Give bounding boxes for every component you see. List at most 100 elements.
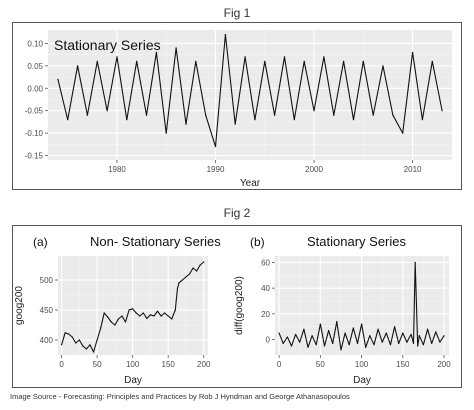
panel2-data-point <box>132 308 134 310</box>
panel1-y-tick-label: 0.00 <box>27 84 43 93</box>
panel2-data-point <box>167 315 169 317</box>
panel3-data-point <box>282 342 284 345</box>
panel1-data-point <box>441 110 443 112</box>
panel2-data-point <box>199 264 201 266</box>
panel1-data-point <box>402 132 404 134</box>
panel1-data-point <box>293 119 295 121</box>
panel3-data-point <box>373 344 375 346</box>
panel3-y-tick-label: 0 <box>266 336 271 345</box>
image-source-note: Image Source - Forecasting: Principles a… <box>10 392 350 401</box>
panel2-panel-letter: (a) <box>33 235 48 249</box>
panel3-data-point <box>377 328 379 330</box>
panel3-x-axis-label: Day <box>353 375 371 386</box>
panel1-data-point <box>165 132 167 134</box>
panel3-data-point <box>323 345 326 347</box>
panel2-data-point <box>139 315 141 317</box>
panel2-data-point <box>196 270 198 272</box>
panel2-x-tick-label: 50 <box>93 360 102 369</box>
panel1-data-point <box>126 119 128 121</box>
panel3-data-point <box>360 323 363 325</box>
panel2-data-point <box>171 318 173 320</box>
panel1-data-point <box>323 56 325 58</box>
panel1-data-point <box>333 114 335 116</box>
panel1-x-axis-label: Year <box>240 178 261 189</box>
panel3-data-point <box>348 344 350 346</box>
panel3-data-point <box>412 342 415 345</box>
panel3-data-point <box>398 342 400 345</box>
panel2-data-point <box>117 318 120 320</box>
panel1-y-tick-label: 0.05 <box>27 62 43 71</box>
panel1-data-point <box>86 114 89 116</box>
panel1-plot-background <box>48 30 452 160</box>
panel1-data-point <box>195 60 197 62</box>
panel3-data-point <box>340 349 342 351</box>
panel1-data-point <box>372 114 374 116</box>
panel1-data-point <box>254 119 256 121</box>
panel3-data-point <box>417 345 419 347</box>
panel3-data-point <box>418 335 420 337</box>
panel1-data-point <box>205 114 207 116</box>
panel3-panel-letter: (b) <box>250 235 265 249</box>
panel2-data-point <box>156 310 159 312</box>
panel1-data-point <box>392 114 394 116</box>
panel3-data-point <box>422 344 425 346</box>
panel3-data-point <box>303 328 305 330</box>
panel3-data-point <box>393 326 396 328</box>
panel1-x-tick-label: 1980 <box>108 165 126 174</box>
panel1-data-point <box>185 123 187 125</box>
panel2-data-point <box>96 339 98 341</box>
panel3-data-point <box>389 344 392 346</box>
panel1-data-point <box>224 33 226 36</box>
panel3-data-point <box>307 346 309 348</box>
panel3-data-point <box>406 341 408 343</box>
panel3-title: Stationary Series <box>307 234 406 249</box>
panel2-data-point <box>178 282 180 284</box>
panel3-data-point <box>369 335 371 337</box>
panel1-data-point <box>421 119 424 121</box>
panel3-data-point <box>352 327 354 329</box>
panel2-data-point <box>176 288 179 290</box>
panel2-data-point <box>107 316 109 318</box>
panel1-data-point <box>303 60 305 62</box>
panel3-data-point <box>344 332 346 334</box>
panel1-data-point <box>96 60 98 62</box>
panel1-data-point <box>116 56 118 58</box>
panel1-data-point <box>362 60 364 62</box>
panel2-data-point <box>103 312 105 314</box>
panel2-x-tick-label: 200 <box>197 360 211 369</box>
panel2-title: Non- Stationary Series <box>90 234 221 249</box>
panel1-data-point <box>76 65 79 67</box>
fig1-title: Fig 1 <box>223 6 251 20</box>
panel2-data-point <box>89 344 91 346</box>
panel2-x-tick-label: 150 <box>162 360 176 369</box>
panel1-series-label: Stationary Series <box>54 37 161 53</box>
panel2-data-point <box>153 315 155 317</box>
panel1-data-point <box>382 65 384 67</box>
panel1-data-point <box>175 47 177 49</box>
panel1-data-point <box>106 110 108 112</box>
panel2-data-point <box>110 321 112 323</box>
panel2-data-point <box>75 342 77 344</box>
panel3-x-tick-label: 100 <box>355 360 369 369</box>
panel3-data-point <box>299 341 301 343</box>
panel3-data-point <box>356 342 359 345</box>
panel1-x-tick-label: 2010 <box>404 165 422 174</box>
panel3-x-tick-label: 200 <box>437 360 451 369</box>
panel3-y-tick-label: 60 <box>261 258 270 267</box>
panel1-data-point <box>244 56 246 58</box>
panel2-data-point <box>68 333 70 335</box>
panel1-data-point <box>155 51 157 54</box>
panel1-data-point <box>264 60 266 62</box>
panel3-data-point <box>414 261 416 264</box>
panel2-data-point <box>78 339 80 341</box>
panel1-data-point <box>313 110 315 112</box>
panel2-y-axis-label: goog200 <box>14 286 25 325</box>
panel1-y-tick-label: 0.10 <box>27 39 43 48</box>
panel2-x-tick-label: 0 <box>59 360 64 369</box>
panel2-data-point <box>92 351 95 353</box>
panel3-data-point <box>328 329 330 332</box>
panel2-data-point <box>100 327 102 329</box>
panel3-data-point <box>435 331 437 333</box>
panel2-data-point <box>149 314 152 316</box>
